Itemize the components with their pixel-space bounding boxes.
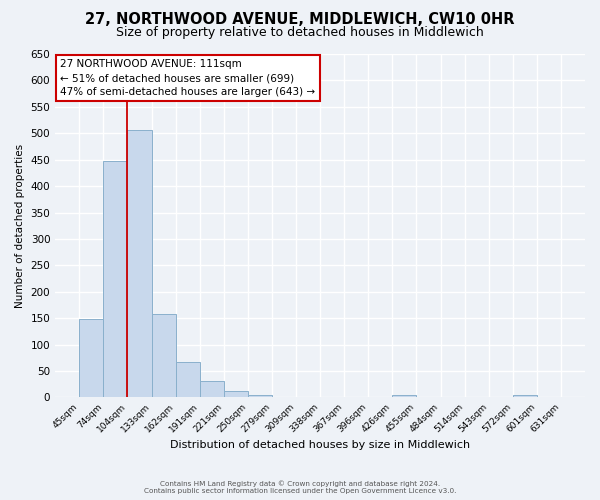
Bar	[200, 380, 224, 398]
Bar	[392, 395, 416, 398]
Bar	[513, 395, 537, 398]
Bar	[248, 395, 272, 398]
Bar	[176, 362, 200, 398]
Text: 27 NORTHWOOD AVENUE: 111sqm
← 51% of detached houses are smaller (699)
47% of se: 27 NORTHWOOD AVENUE: 111sqm ← 51% of det…	[61, 59, 316, 97]
Bar	[79, 320, 103, 398]
Bar	[224, 391, 248, 398]
Text: 27, NORTHWOOD AVENUE, MIDDLEWICH, CW10 0HR: 27, NORTHWOOD AVENUE, MIDDLEWICH, CW10 0…	[85, 12, 515, 28]
Text: Size of property relative to detached houses in Middlewich: Size of property relative to detached ho…	[116, 26, 484, 39]
Bar	[127, 130, 152, 398]
Text: Contains HM Land Registry data © Crown copyright and database right 2024.
Contai: Contains HM Land Registry data © Crown c…	[144, 480, 456, 494]
Bar	[103, 160, 127, 398]
Y-axis label: Number of detached properties: Number of detached properties	[15, 144, 25, 308]
X-axis label: Distribution of detached houses by size in Middlewich: Distribution of detached houses by size …	[170, 440, 470, 450]
Bar	[151, 314, 176, 398]
